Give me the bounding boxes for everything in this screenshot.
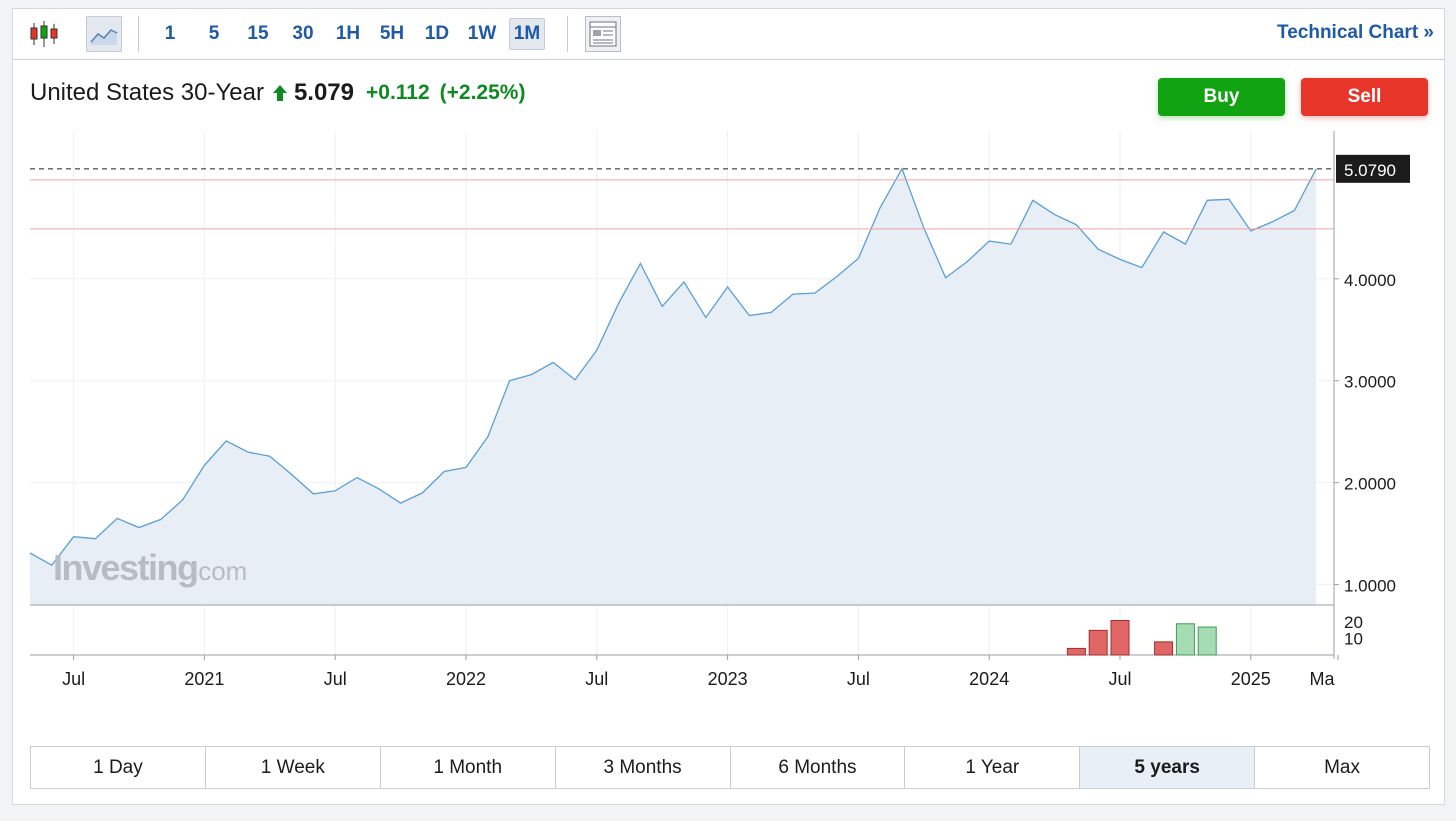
watermark-suffix: .com — [191, 556, 247, 586]
last-value-box — [1336, 154, 1410, 183]
range-max[interactable]: Max — [1324, 757, 1361, 778]
interval-1h[interactable]: 1H — [335, 23, 361, 44]
sell-button[interactable]: Sell — [1301, 78, 1428, 116]
interval-1[interactable]: 1 — [164, 23, 176, 44]
interval-15[interactable]: 15 — [247, 23, 269, 44]
range-1-month[interactable]: 1 Month — [381, 747, 556, 788]
arrow-up-icon — [272, 85, 287, 101]
area-chart-icon[interactable] — [86, 16, 122, 52]
volume-bar — [1066, 647, 1086, 656]
toolbar-separator — [138, 16, 139, 52]
volume-tick-label: 10 — [1344, 630, 1363, 649]
x-tick-label: Jul — [1108, 669, 1131, 689]
watermark-brand: Investing — [53, 547, 198, 588]
x-tick-label: 2023 — [708, 669, 748, 689]
price-chart[interactable]: Investing .com 1.00002.00003.00004.0000 … — [13, 9, 1444, 689]
instrument-header: United States 30-Year 5.079 +0.112 (+2.2… — [30, 77, 525, 109]
x-tick-label: Jul — [62, 669, 85, 689]
range-1-year[interactable]: 1 Year — [905, 747, 1081, 788]
time-range-selector: 1 Day 1 Week 1 Month 3 Months 6 Months 1 Year… — [30, 746, 1430, 789]
toolbar-separator — [567, 16, 568, 52]
chart-toolbar: 1 5 15 30 1H 5H 1D 1W 1M Technical Chart… — [13, 9, 1444, 60]
x-tick-label: Jul — [585, 669, 608, 689]
range-3-months[interactable]: 3 Months — [556, 747, 731, 788]
last-price: 5.079 — [293, 79, 354, 106]
interval-5[interactable]: 5 — [208, 23, 220, 44]
price-change: +0.112 — [366, 81, 430, 104]
technical-chart-link[interactable]: Technical Chart » — [1277, 22, 1434, 43]
instrument-name: United States 30-Year — [30, 79, 264, 106]
interval-1m[interactable]: 1M — [509, 18, 545, 50]
x-axis-ticks: Jul 2021 Jul 2022 Jul 2023 Jul 2024 Jul 2025 Ma — [62, 655, 1339, 689]
price-change-percent: (+2.25%) — [439, 81, 526, 104]
volume-tick-label: 20 — [1344, 613, 1363, 632]
reference-lines — [30, 168, 1334, 230]
last-value-label: 5.0790 — [1344, 161, 1396, 180]
y-tick-label: 3.0000 — [1344, 373, 1396, 392]
x-tick-label: 2021 — [184, 669, 224, 689]
y-tick-label: 1.0000 — [1344, 577, 1396, 596]
interval-1d[interactable]: 1D — [424, 23, 450, 44]
x-tick-label: 2022 — [446, 669, 486, 689]
interval-30[interactable]: 30 — [292, 23, 314, 44]
interval-5h[interactable]: 5H — [379, 23, 405, 44]
layout-icon[interactable] — [585, 16, 621, 52]
price-area-fill — [30, 168, 1317, 605]
y-tick-label: 2.0000 — [1344, 475, 1396, 494]
last-value-marker: 5.0790 — [1336, 154, 1410, 183]
price-line — [29, 167, 1317, 567]
range-5-years[interactable]: 5 years — [1080, 747, 1256, 788]
x-tick-label: 2025 — [1231, 669, 1271, 689]
range-1-week[interactable]: 1 Week — [206, 747, 381, 788]
chart-widget: 1 5 15 30 1H 5H 1D 1W 1M Technical Chart… — [12, 8, 1445, 805]
buy-button[interactable]: Buy — [1158, 78, 1285, 116]
y-axis-ticks: 1.0000 2.0000 3.0000 4.0000 — [1334, 271, 1396, 596]
volume-bar — [1197, 626, 1217, 656]
range-1-day[interactable]: 1 Day — [31, 747, 206, 788]
interval-1w[interactable]: 1W — [467, 23, 497, 44]
volume-bar — [1154, 641, 1174, 656]
candlestick-icon[interactable] — [27, 17, 61, 51]
x-tick-label: 2024 — [969, 669, 1009, 689]
volume-bar — [1110, 620, 1130, 656]
x-tick-label: Jul — [847, 669, 870, 689]
range-6-months[interactable]: 6 Months — [731, 747, 906, 788]
y-tick-label: 4.0000 — [1344, 271, 1396, 290]
x-tick-label: Jul — [324, 669, 347, 689]
volume-bar — [1175, 623, 1195, 656]
volume-bar — [1088, 629, 1108, 656]
x-tick-label: Ma — [1309, 669, 1335, 689]
investing-watermark: Investing .com — [53, 547, 247, 588]
